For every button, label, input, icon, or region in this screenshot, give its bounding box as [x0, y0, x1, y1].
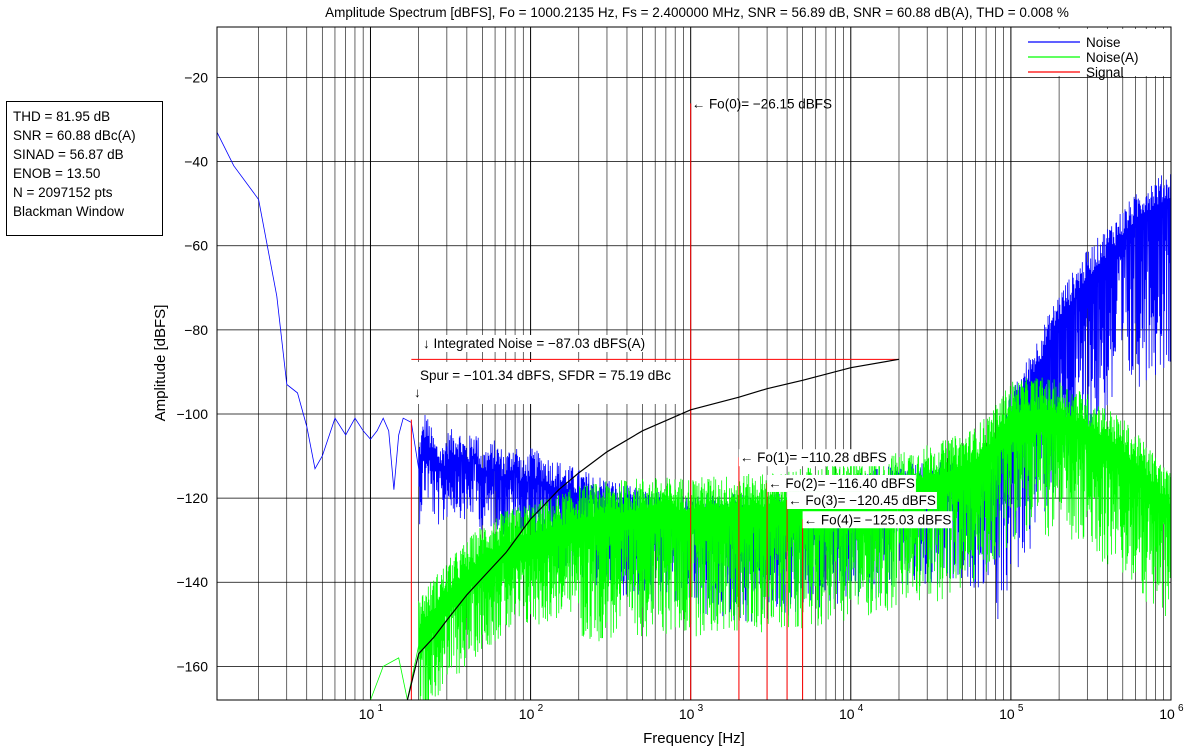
stat-sinad: SINAD = 56.87 dB — [13, 147, 124, 162]
legend-box — [1021, 29, 1170, 76]
stat-enob: ENOB = 13.50 — [13, 166, 101, 181]
x-tick-exponent: 2 — [538, 703, 544, 714]
stats-box: THD = 81.95 dB SNR = 60.88 dBc(A) SINAD … — [6, 101, 163, 236]
y-tick-label: −140 — [176, 574, 208, 590]
integrated-noise-label-bg — [422, 335, 647, 352]
series-integrated-noise — [406, 358, 900, 701]
stat-snr: SNR = 60.88 dBc(A) — [13, 128, 136, 143]
x-tick-exponent: 6 — [1178, 703, 1184, 714]
annotation-fo4-text: ← Fo(4)= −125.03 dBFS — [804, 512, 952, 527]
x-tick-label: 10 — [679, 706, 695, 722]
x-tick-exponent: 1 — [377, 703, 383, 714]
legend-label: Noise — [1086, 35, 1121, 50]
spur-arrow: ↓ — [414, 385, 421, 400]
annotation-fo2: ← Fo(2)= −116.40 dBFS — [767, 474, 916, 492]
x-tick-label: 10 — [519, 706, 535, 722]
y-tick-label: −120 — [176, 490, 208, 506]
annotation-fo3-bg — [787, 491, 937, 509]
integrated-noise-label: ↓ Integrated Noise = −87.03 dBFS(A) — [422, 335, 647, 352]
x-tick-label: 10 — [999, 706, 1015, 722]
x-tick-label: 10 — [839, 706, 855, 722]
x-tick-exponent: 4 — [858, 703, 864, 714]
stat-thd: THD = 81.95 dB — [13, 109, 111, 124]
spur-label-bg — [412, 362, 682, 404]
annotation-fo3-text: ← Fo(3)= −120.45 dBFS — [788, 493, 936, 508]
annotation-fo1: ← Fo(1)= −110.28 dBFS — [738, 449, 888, 467]
annotation-fo0: ← Fo(0)= −26.15 dBFS — [692, 96, 832, 111]
y-tick-label: −160 — [176, 658, 208, 674]
annotation-fo2-bg — [767, 474, 916, 492]
y-tick-label: −20 — [184, 69, 208, 85]
annotation-fo0-text: ← Fo(0)= −26.15 dBFS — [692, 96, 832, 111]
annotation-fo3: ← Fo(3)= −120.45 dBFS — [787, 491, 937, 509]
spur-label: Spur = −101.34 dBFS, SFDR = 75.19 dBc ↓ — [412, 362, 682, 404]
annotation-fo4-bg — [802, 511, 953, 529]
legend-label: Noise(A) — [1086, 50, 1139, 65]
plot-frame — [216, 26, 1172, 701]
series-noise-a — [370, 377, 1172, 701]
y-tick-label: −60 — [184, 238, 208, 254]
x-tick-label: 10 — [359, 706, 375, 722]
annotations: ← Fo(0)= −26.15 dBFS ← Fo(1)= −110.28 dBF… — [412, 96, 953, 529]
x-axis-label: Frequency [Hz] — [643, 730, 745, 747]
legend-label: Signal — [1086, 65, 1124, 80]
x-tick-exponent: 3 — [698, 703, 704, 714]
spur-label-text: Spur = −101.34 dBFS, SFDR = 75.19 dBc — [420, 368, 671, 383]
chart-title: Amplitude Spectrum [dBFS], Fo = 1000.213… — [325, 5, 1069, 20]
stat-points: N = 2097152 pts — [13, 185, 113, 200]
y-tick-label: −100 — [176, 406, 208, 422]
annotation-fo1-bg — [738, 449, 888, 467]
stat-window: Blackman Window — [13, 204, 125, 219]
integrated-noise-label-text: ↓ Integrated Noise = −87.03 dBFS(A) — [423, 336, 645, 351]
y-axis-label: Amplitude [dBFS] — [152, 305, 169, 422]
x-tick-label: 10 — [1159, 706, 1175, 722]
grid — [217, 27, 1172, 700]
y-tick-label: −40 — [184, 154, 208, 170]
annotation-fo1-text: ← Fo(1)= −110.28 dBFS — [740, 450, 887, 465]
x-tick-exponent: 5 — [1018, 703, 1024, 714]
annotation-fo4: ← Fo(4)= −125.03 dBFS — [802, 511, 953, 529]
y-tick-label: −80 — [184, 322, 208, 338]
plot-area — [216, 103, 1172, 701]
annotation-fo2-text: ← Fo(2)= −116.40 dBFS — [768, 476, 915, 491]
